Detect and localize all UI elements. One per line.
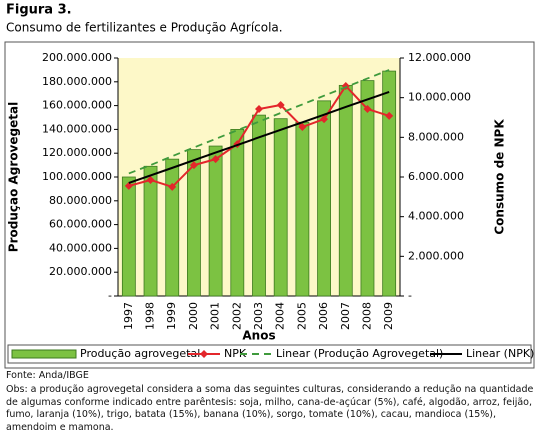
y-tick-label: 120.000.000 [42,146,112,159]
legend-label: Linear (NPK) [466,347,534,360]
bar [317,100,331,297]
marker [255,104,263,113]
marker [320,115,329,124]
note: Obs: a produção agrovegetal considera a … [6,384,534,433]
y-axis-title: Produçao Agrovegetal [7,102,21,252]
y2-tick-label: 4.000.000 [408,210,464,223]
marker [124,181,133,190]
y-tick-label: 180.000.000 [42,75,112,88]
y-tick-label: 40.000.000 [49,241,112,254]
x-tick-label: 2008 [360,302,373,330]
y-tick-label: 140.000.000 [42,122,112,135]
chart-frame [4,41,535,369]
x-tick-label: 2004 [274,302,287,330]
bar [382,70,397,297]
y2-tick-label: 8.000.000 [408,130,464,143]
chart-subtitle: Consumo de fertilizantes e Produção Agrí… [6,21,283,35]
bar [208,145,223,297]
y-tick-label: 80.000.000 [49,194,112,207]
legend-label: Produção agrovegetal [80,347,200,360]
y-tick-label: - [108,289,112,302]
bar [273,118,288,297]
y2-tick-label: 6.000.000 [408,170,464,183]
x-tick-label: 2003 [252,302,265,330]
y2-tick-label: 12.000.000 [408,51,471,64]
bar [360,80,375,297]
bar [143,165,158,297]
line [128,69,390,175]
bar [252,114,266,297]
legend-marker [200,350,208,358]
y2-tick-label: 10.000.000 [408,91,471,104]
chart: Figura 3. Consumo de fertilizantes e Pro… [4,3,535,369]
x-tick-label: 2000 [187,302,200,330]
x-tick-label: 2005 [295,302,308,330]
source: Fonte: Anda/IBGE [6,370,89,381]
marker [189,161,198,170]
bar [230,128,245,297]
marker [276,101,285,110]
line [128,90,390,184]
bar [295,121,310,297]
y2-axis-title: Consumo de NPK [493,119,507,235]
x-tick-label: 2006 [317,302,330,330]
x-tick-label: 2009 [382,302,395,330]
bar [187,149,201,297]
marker [168,182,177,191]
marker [298,123,307,132]
x-tick-label: 1997 [122,302,135,330]
x-tick-label: 2001 [209,302,222,330]
bar [338,84,353,297]
y2-tick-label: - [408,289,412,302]
legend-label: NPK [224,347,247,360]
x-tick-label: 1999 [165,302,178,330]
x-tick-label: 2002 [230,302,243,330]
marker [211,155,220,164]
x-tick-label: 1998 [144,302,157,330]
x-tick-label: 2007 [339,302,352,330]
bar [165,158,180,297]
legend-swatch [11,349,77,359]
y-tick-label: 20.000.000 [49,265,112,278]
y-tick-label: 200.000.000 [42,51,112,64]
y-tick-label: 100.000.000 [42,170,112,183]
x-axis-title: Anos [242,329,275,343]
chart-title: Figura 3. [6,3,72,18]
marker [146,175,155,184]
legend-label: Linear (Produção Agrovegetal) [276,347,443,360]
marker [385,111,394,120]
y-tick-label: 60.000.000 [49,218,112,231]
legend-frame [7,344,532,364]
marker [363,104,372,113]
y2-tick-label: 2.000.000 [408,249,464,262]
y-tick-label: 160.000.000 [42,99,112,112]
bar [121,176,136,297]
